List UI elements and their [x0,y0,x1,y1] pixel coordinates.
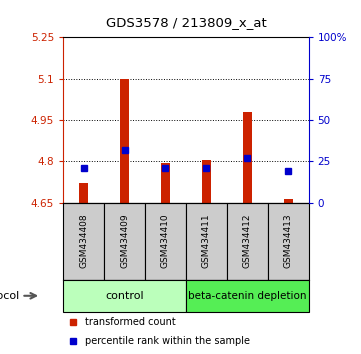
Bar [161,163,170,203]
Bar [79,183,88,203]
Bar [63,203,104,280]
Text: GSM434413: GSM434413 [284,214,293,268]
Text: GSM434411: GSM434411 [202,214,211,268]
Bar [186,203,227,280]
Bar [63,280,186,312]
Bar [145,203,186,280]
Bar [104,203,145,280]
Bar [268,203,309,280]
Text: GSM434409: GSM434409 [120,214,129,268]
Text: control: control [105,291,144,301]
Bar [227,203,268,280]
Bar [120,79,129,203]
Bar [202,160,211,203]
Text: protocol: protocol [0,291,19,301]
Bar [243,112,252,203]
Text: GDS3578 / 213809_x_at: GDS3578 / 213809_x_at [105,16,266,29]
Bar [186,280,309,312]
Text: GSM434410: GSM434410 [161,214,170,268]
Bar [284,199,293,203]
Text: transformed count: transformed count [85,316,176,327]
Text: percentile rank within the sample: percentile rank within the sample [85,336,250,346]
Text: GSM434408: GSM434408 [79,214,88,268]
Text: beta-catenin depletion: beta-catenin depletion [188,291,306,301]
Text: GSM434412: GSM434412 [243,214,252,268]
